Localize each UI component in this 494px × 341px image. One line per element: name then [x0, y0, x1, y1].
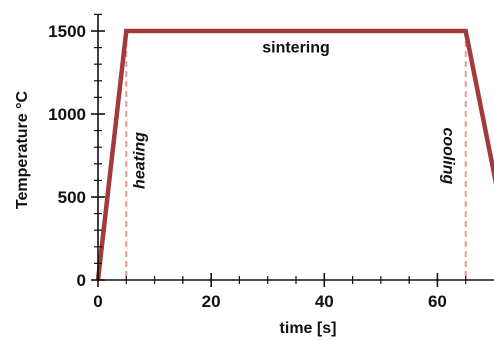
tick-labels: 0 500 1000 1500 0 20 40 60	[48, 22, 447, 311]
x-tick-label: 0	[93, 292, 102, 311]
x-tick-label: 40	[315, 292, 334, 311]
y-tick-label: 1500	[48, 22, 86, 41]
y-tick-label: 500	[58, 188, 86, 207]
annotation-cooling: cooling	[440, 127, 457, 184]
series-line-1	[95, 28, 494, 281]
y-tick-label: 1000	[48, 105, 86, 124]
annotation-sintering: sintering	[262, 40, 330, 57]
x-tick-label: 20	[202, 292, 221, 311]
annotation-heating: heating	[131, 132, 148, 189]
plot-area	[95, 28, 494, 281]
y-tick-label: 0	[77, 271, 86, 290]
x-tick-label: 60	[428, 292, 447, 311]
axes	[91, 13, 494, 287]
x-axis-title: time [s]	[280, 320, 337, 337]
annotations: heating sintering cooling	[131, 40, 456, 189]
y-axis-title: Temperature °C	[14, 90, 31, 209]
